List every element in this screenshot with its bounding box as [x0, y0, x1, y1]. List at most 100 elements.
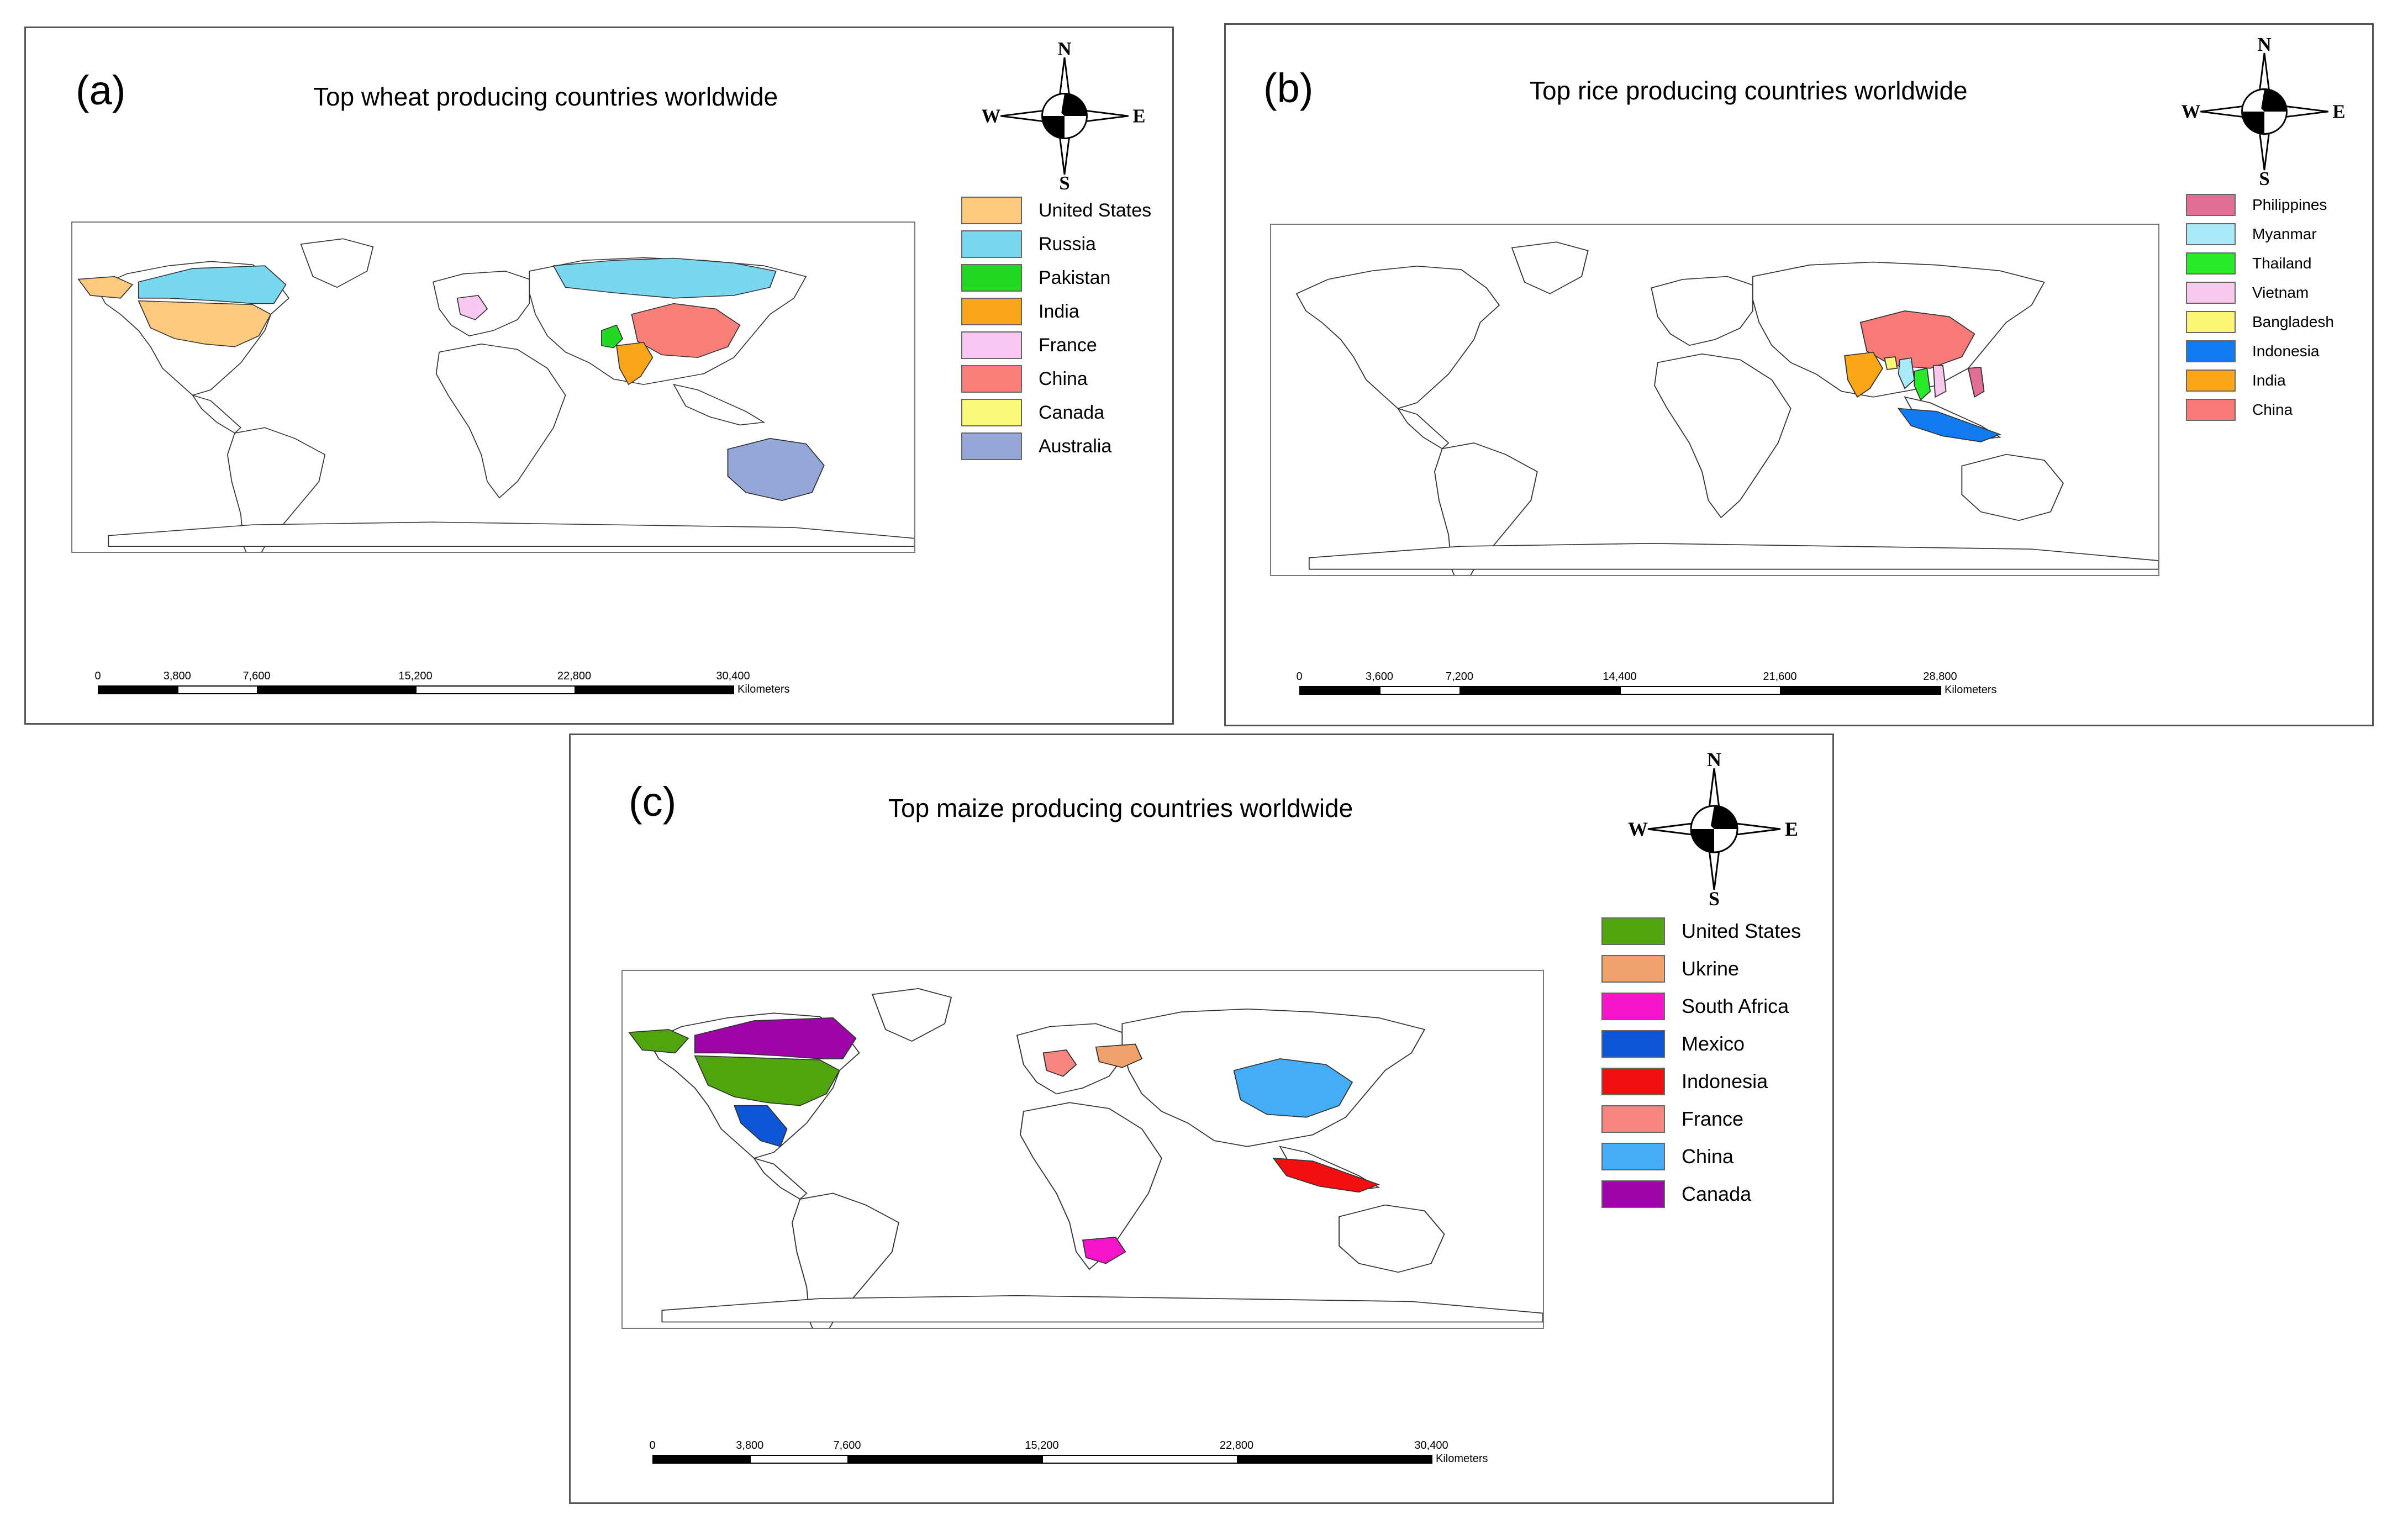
legend-label: Canada	[1039, 402, 1105, 423]
scale-bar-segment	[1379, 686, 1461, 695]
scale-bar-segment	[98, 685, 178, 694]
compass-w-label: W	[1628, 818, 1648, 840]
legend-item: Ukrine	[1601, 955, 1739, 983]
legend-swatch	[961, 399, 1022, 426]
country-russia	[552, 257, 777, 299]
legend-label: China	[1682, 1145, 1734, 1168]
legend-item: India	[961, 298, 1079, 325]
legend-item: France	[1601, 1105, 1743, 1133]
country-bangladesh	[1884, 356, 1898, 370]
compass-n-label: N	[1057, 41, 1071, 60]
scale-tick-label: 21,600	[1763, 671, 1797, 683]
landmass-europe	[1651, 276, 1753, 346]
landmass-antarctica	[1308, 543, 2158, 570]
legend-swatch	[1601, 1105, 1665, 1133]
legend-label: Indonesia	[2252, 342, 2320, 360]
landmass-africa	[1654, 353, 1791, 519]
scale-tick-label: 3,600	[1365, 671, 1394, 683]
legend-item: Indonesia	[2186, 340, 2319, 362]
panel-label: (a)	[76, 67, 126, 113]
country-pakistan	[601, 324, 624, 349]
scale-tick-label: 7,600	[243, 670, 271, 682]
compass-s-label: S	[1709, 888, 1720, 909]
scale-bar-segment	[1459, 686, 1621, 695]
legend-label: France	[1682, 1107, 1744, 1130]
country-france	[456, 295, 488, 320]
panel-title: Top rice producing countries worldwide	[1530, 76, 1968, 105]
compass-w-label: W	[2182, 101, 2201, 123]
country-south-africa	[1082, 1236, 1126, 1264]
legend-swatch	[2186, 282, 2236, 304]
compass-s-label: S	[1059, 172, 1069, 191]
panel-rice: (b) Top rice producing countries worldwi…	[1224, 23, 2374, 726]
legend-item: India	[2186, 370, 2286, 392]
legend-swatch	[2186, 370, 2236, 392]
legend-label: India	[1039, 300, 1079, 322]
scale-tick-label: 30,400	[1414, 1439, 1448, 1452]
compass-s-label: S	[2259, 168, 2269, 186]
scale-tick-label: 30,400	[716, 670, 750, 682]
scale-tick-label: 0	[1296, 671, 1303, 683]
legend-label: Indonesia	[1682, 1070, 1768, 1093]
legend-label: United States	[1682, 920, 1801, 942]
legend-item: China	[961, 365, 1088, 393]
legend-item: South Africa	[1601, 993, 1789, 1020]
country-united-states	[694, 1055, 840, 1106]
compass-rose-icon: N S W E	[976, 38, 1153, 194]
legend-label: Myanmar	[2252, 225, 2317, 242]
scale-tick-label: 3,800	[163, 670, 191, 682]
legend-label: Ukrine	[1682, 957, 1740, 980]
scale-bar-segment	[574, 685, 734, 694]
legend-item: France	[961, 331, 1097, 359]
scale-bar: 0 3,800 7,600 15,200 22,800 30,400 Kilometers	[94, 663, 871, 719]
scale-bar-segment	[1299, 686, 1380, 695]
world-map	[621, 970, 1544, 1329]
legend: United States Ukrine South Africa Mexico Ind…	[1601, 917, 1833, 1227]
landmass-australia	[1339, 1204, 1445, 1273]
legend-label: Russia	[1039, 233, 1096, 255]
legend-swatch	[2186, 311, 2236, 333]
legend-item: Canada	[961, 399, 1104, 426]
legend-swatch	[1601, 993, 1665, 1020]
country-india	[616, 342, 654, 386]
legend-label: United States	[1039, 199, 1152, 221]
country-india	[1844, 351, 1884, 398]
legend-item: United States	[961, 197, 1151, 224]
legend-label: China	[1039, 368, 1088, 389]
legend-swatch	[961, 230, 1022, 258]
country-france	[1042, 1049, 1077, 1077]
legend-swatch	[961, 197, 1022, 224]
legend-swatch	[2186, 194, 2236, 216]
landmass-africa	[435, 344, 566, 499]
legend-item: Myanmar	[2186, 223, 2317, 245]
landmass-centralAmerica	[752, 1157, 808, 1200]
scale-tick-label: 15,200	[398, 670, 433, 682]
landmass-centralAmerica	[191, 394, 242, 434]
legend-label: India	[2252, 372, 2286, 389]
landmass-greenland	[871, 988, 952, 1042]
country-canada	[694, 1017, 857, 1059]
compass-n-label: N	[1707, 749, 1721, 771]
scale-tick-label: 0	[649, 1439, 656, 1452]
legend-item: China	[1601, 1143, 1733, 1170]
legend-swatch	[2186, 252, 2236, 275]
scale-bar-segment	[256, 685, 417, 694]
landmass-australia	[1961, 453, 2064, 521]
legend-swatch	[1601, 1180, 1665, 1208]
scale-tick-label: 14,400	[1603, 671, 1637, 683]
scale-bar-segment	[847, 1455, 1043, 1464]
country-indonesia	[1272, 1157, 1380, 1193]
scale-tick-label: 7,200	[1445, 671, 1474, 683]
legend-label: China	[2252, 401, 2293, 418]
panel-maize: (c) Top maize producing countries worldw…	[569, 734, 1834, 1504]
panel-title: Top maize producing countries worldwide	[888, 794, 1353, 822]
panel-title: Top wheat producing countries worldwide	[313, 82, 778, 111]
legend-label: Mexico	[1682, 1032, 1745, 1055]
legend-item: Russia	[961, 230, 1096, 258]
scale-tick-label: 22,800	[557, 670, 592, 682]
scale-units-label: Kilometers	[1436, 1453, 1488, 1465]
landmass-greenland	[300, 238, 374, 288]
compass-rose-icon: N S W E	[2176, 34, 2353, 189]
landmass-southeastAsia	[672, 383, 766, 426]
country-china	[1233, 1058, 1353, 1118]
